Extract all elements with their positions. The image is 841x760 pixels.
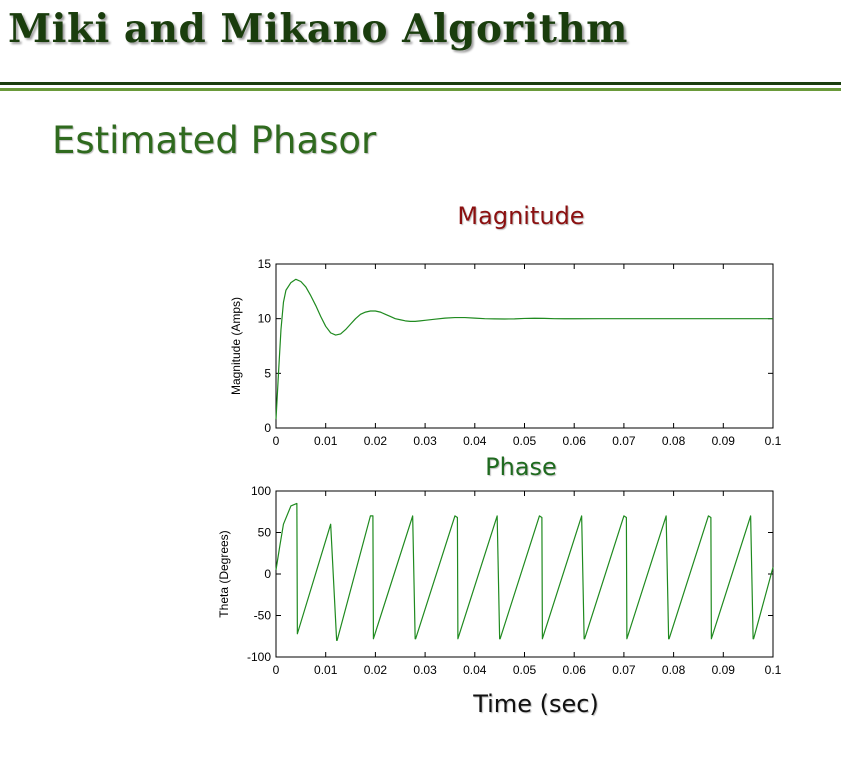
- x-tick-label: 0.07: [612, 434, 636, 448]
- x-tick-label: 0.02: [364, 434, 388, 448]
- title-rule-thick: [0, 82, 841, 85]
- x-tick-label: 0.1: [765, 663, 782, 677]
- x-tick-label: 0.08: [662, 434, 686, 448]
- plot-frame: [275, 263, 774, 429]
- x-tick-label: 0.07: [612, 663, 636, 677]
- slide-subtitle: Estimated Phasor: [52, 119, 377, 162]
- x-tick-label: 0.03: [413, 434, 437, 448]
- phase-chart-title: Phase: [485, 453, 557, 481]
- x-tick-label: 0.06: [563, 663, 587, 677]
- x-tick-label: 0.09: [712, 434, 736, 448]
- x-tick-label: 0.09: [712, 663, 736, 677]
- y-tick-label: 0: [264, 567, 271, 581]
- x-tick-label: 0.05: [513, 663, 537, 677]
- y-tick-label: 15: [258, 257, 272, 271]
- slide-title: Miki and Mikano Algorithm: [8, 6, 628, 52]
- magnitude-chart: 0 0.01 0.02 0.03 0.04 0.05 0.06 0.07 0.08 0.09 0.1…: [229, 257, 782, 448]
- x-tick-label: 0.1: [765, 434, 782, 448]
- series-line: [275, 502, 774, 642]
- y-axis-label: Theta (Degrees): [217, 530, 231, 617]
- x-tick-label: 0.01: [314, 663, 338, 677]
- x-tick-label: 0.06: [563, 434, 587, 448]
- plot-frame: [275, 490, 774, 658]
- x-tick-label: 0.04: [463, 663, 487, 677]
- series-line: [275, 278, 773, 420]
- title-rule-thin: [0, 88, 841, 91]
- y-tick-label: 50: [258, 526, 272, 540]
- y-tick-label: 0: [264, 421, 271, 435]
- x-tick-label: 0.01: [314, 434, 338, 448]
- x-tick-label: 0: [273, 434, 280, 448]
- x-tick-label: 0.03: [413, 663, 437, 677]
- x-tick-label: 0.08: [662, 663, 686, 677]
- phase-chart: 0 0.01 0.02 0.03 0.04 0.05 0.06 0.07 0.08 0.09 0.1…: [217, 484, 782, 677]
- y-axis-label: Magnitude (Amps): [229, 297, 243, 395]
- y-tick-label: 100: [251, 484, 271, 498]
- y-tick-label: 10: [258, 312, 272, 326]
- y-tick-label: -100: [247, 650, 271, 664]
- x-tick-label: 0.04: [463, 434, 487, 448]
- y-tick-label: -50: [254, 609, 272, 623]
- x-tick-label: 0.02: [364, 663, 388, 677]
- y-tick-label: 5: [264, 366, 271, 380]
- x-tick-label: 0.05: [513, 434, 537, 448]
- x-axis-caption: Time (sec): [473, 690, 599, 718]
- x-tick-label: 0: [273, 663, 280, 677]
- magnitude-chart-title: Magnitude: [457, 202, 585, 230]
